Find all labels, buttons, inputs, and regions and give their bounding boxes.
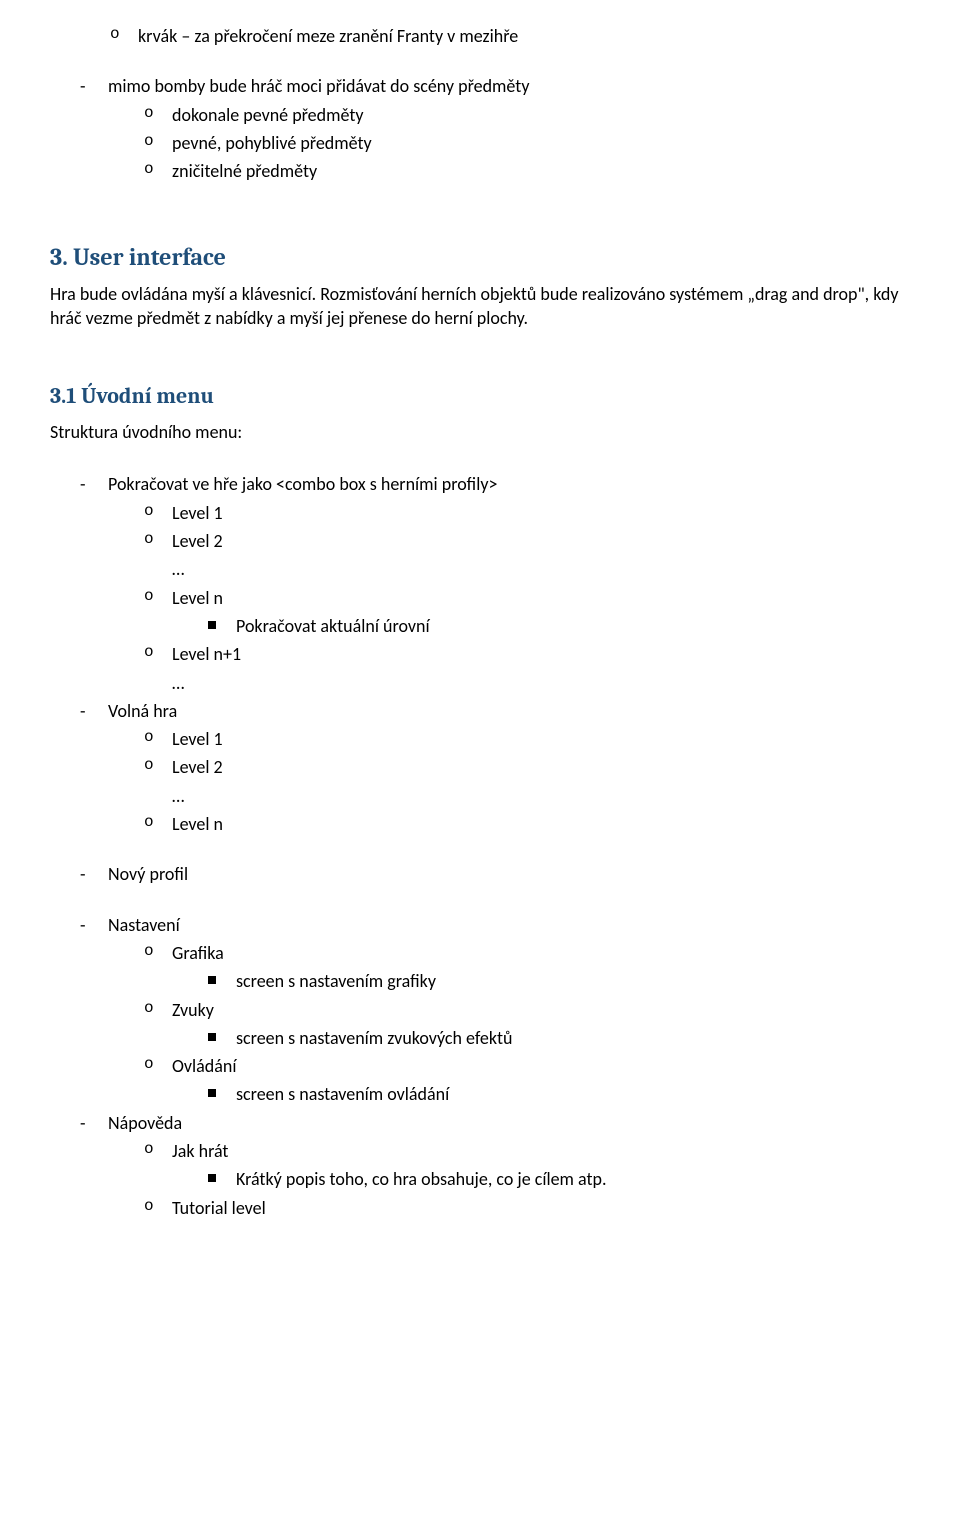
list-item: Zvuky screen s nastavením zvukových efek… bbox=[144, 998, 910, 1051]
sublist: Level n Pokračovat aktuální úrovní Level… bbox=[108, 586, 910, 667]
text: Pokračovat ve hře jako <combo box s hern… bbox=[108, 473, 497, 495]
text: Level n bbox=[172, 587, 223, 609]
list-item: Level n bbox=[144, 812, 910, 836]
list-item: pevné, pohyblivé předměty bbox=[144, 131, 910, 155]
text: Level 2 bbox=[172, 756, 223, 778]
text: screen s nastavením zvukových efektů bbox=[236, 1027, 512, 1049]
ellipsis: … bbox=[108, 784, 910, 808]
sublist: screen s nastavením ovládání bbox=[172, 1082, 910, 1106]
text: Krátký popis toho, co hra obsahuje, co j… bbox=[236, 1168, 607, 1190]
list-item: Nápověda Jak hrát Krátký popis toho, co … bbox=[80, 1111, 910, 1220]
top-dash-list: mimo bomby bude hráč moci přidávat do sc… bbox=[50, 74, 910, 183]
sublist: Level 1 Level 2 bbox=[108, 727, 910, 780]
sublist: Grafika screen s nastavením grafiky Zvuk… bbox=[108, 941, 910, 1107]
sublist: Level 1 Level 2 bbox=[108, 501, 910, 554]
text: Zvuky bbox=[172, 999, 214, 1021]
text: Jak hrát bbox=[172, 1140, 228, 1162]
text: pevné, pohyblivé předměty bbox=[172, 132, 372, 154]
list-item: Ovládání screen s nastavením ovládání bbox=[144, 1054, 910, 1107]
list-item: Pokračovat ve hře jako <combo box s hern… bbox=[80, 472, 910, 694]
sublist: Krátký popis toho, co hra obsahuje, co j… bbox=[172, 1167, 910, 1191]
list-item: dokonale pevné předměty bbox=[144, 103, 910, 127]
sublist: dokonale pevné předměty pevné, pohyblivé… bbox=[108, 103, 910, 184]
list-item: mimo bomby bude hráč moci přidávat do sc… bbox=[80, 74, 910, 183]
sublist: Level n bbox=[108, 812, 910, 836]
ellipsis: … bbox=[108, 671, 910, 695]
text: Tutorial level bbox=[172, 1197, 266, 1219]
list-item: Pokračovat aktuální úrovní bbox=[208, 614, 910, 638]
text: Level 1 bbox=[172, 728, 223, 750]
text: Grafika bbox=[172, 942, 224, 964]
list-item: screen s nastavením ovládání bbox=[208, 1082, 910, 1106]
menu-list-2: Nový profil bbox=[50, 862, 910, 886]
list-item: Nový profil bbox=[80, 862, 910, 886]
text: Nápověda bbox=[108, 1112, 182, 1134]
text: screen s nastavením grafiky bbox=[236, 970, 436, 992]
sublist: screen s nastavením grafiky bbox=[172, 969, 910, 993]
text: screen s nastavením ovládání bbox=[236, 1083, 449, 1105]
list-item: Volná hra Level 1 Level 2 … Level n bbox=[80, 699, 910, 836]
text: Volná hra bbox=[108, 700, 177, 722]
list-item: Level 2 bbox=[144, 529, 910, 553]
list-item: zničitelné předměty bbox=[144, 159, 910, 183]
menu-list: Pokračovat ve hře jako <combo box s hern… bbox=[50, 472, 910, 836]
text: Pokračovat aktuální úrovní bbox=[236, 615, 430, 637]
heading-3-1: 3.1 Úvodní menu bbox=[50, 382, 910, 412]
list-item: Tutorial level bbox=[144, 1196, 910, 1220]
text: zničitelné předměty bbox=[172, 160, 317, 182]
text: Nastavení bbox=[108, 914, 180, 936]
list-item: Level 1 bbox=[144, 501, 910, 525]
paragraph: Struktura úvodního menu: bbox=[50, 420, 910, 444]
text: Level n+1 bbox=[172, 643, 241, 665]
heading-3: 3. User interface bbox=[50, 241, 910, 273]
list-item: Krátký popis toho, co hra obsahuje, co j… bbox=[208, 1167, 910, 1191]
list-item: Jak hrát Krátký popis toho, co hra obsah… bbox=[144, 1139, 910, 1192]
ellipsis: … bbox=[108, 557, 910, 581]
menu-list-3: Nastavení Grafika screen s nastavením gr… bbox=[50, 913, 910, 1220]
list-item: Level n+1 bbox=[144, 642, 910, 666]
text: Ovládání bbox=[172, 1055, 236, 1077]
list-item: Nastavení Grafika screen s nastavením gr… bbox=[80, 913, 910, 1107]
top-sublist: krvák – za překročení meze zranění Frant… bbox=[50, 24, 910, 48]
sublist: Pokračovat aktuální úrovní bbox=[172, 614, 910, 638]
text: krvák – za překročení meze zranění Frant… bbox=[138, 25, 518, 47]
text: Level 1 bbox=[172, 502, 223, 524]
list-item: screen s nastavením zvukových efektů bbox=[208, 1026, 910, 1050]
list-item: screen s nastavením grafiky bbox=[208, 969, 910, 993]
text: mimo bomby bude hráč moci přidávat do sc… bbox=[108, 75, 529, 97]
list-item: Grafika screen s nastavením grafiky bbox=[144, 941, 910, 994]
paragraph: Hra bude ovládána myší a klávesnicí. Roz… bbox=[50, 282, 910, 331]
text: Nový profil bbox=[108, 863, 188, 885]
list-item: Level n Pokračovat aktuální úrovní bbox=[144, 586, 910, 639]
sublist: screen s nastavením zvukových efektů bbox=[172, 1026, 910, 1050]
list-item: Level 2 bbox=[144, 755, 910, 779]
text: Level 2 bbox=[172, 530, 223, 552]
list-item: Level 1 bbox=[144, 727, 910, 751]
sublist: Jak hrát Krátký popis toho, co hra obsah… bbox=[108, 1139, 910, 1220]
list-item: krvák – za překročení meze zranění Frant… bbox=[110, 24, 910, 48]
text: dokonale pevné předměty bbox=[172, 104, 364, 126]
text: Level n bbox=[172, 813, 223, 835]
